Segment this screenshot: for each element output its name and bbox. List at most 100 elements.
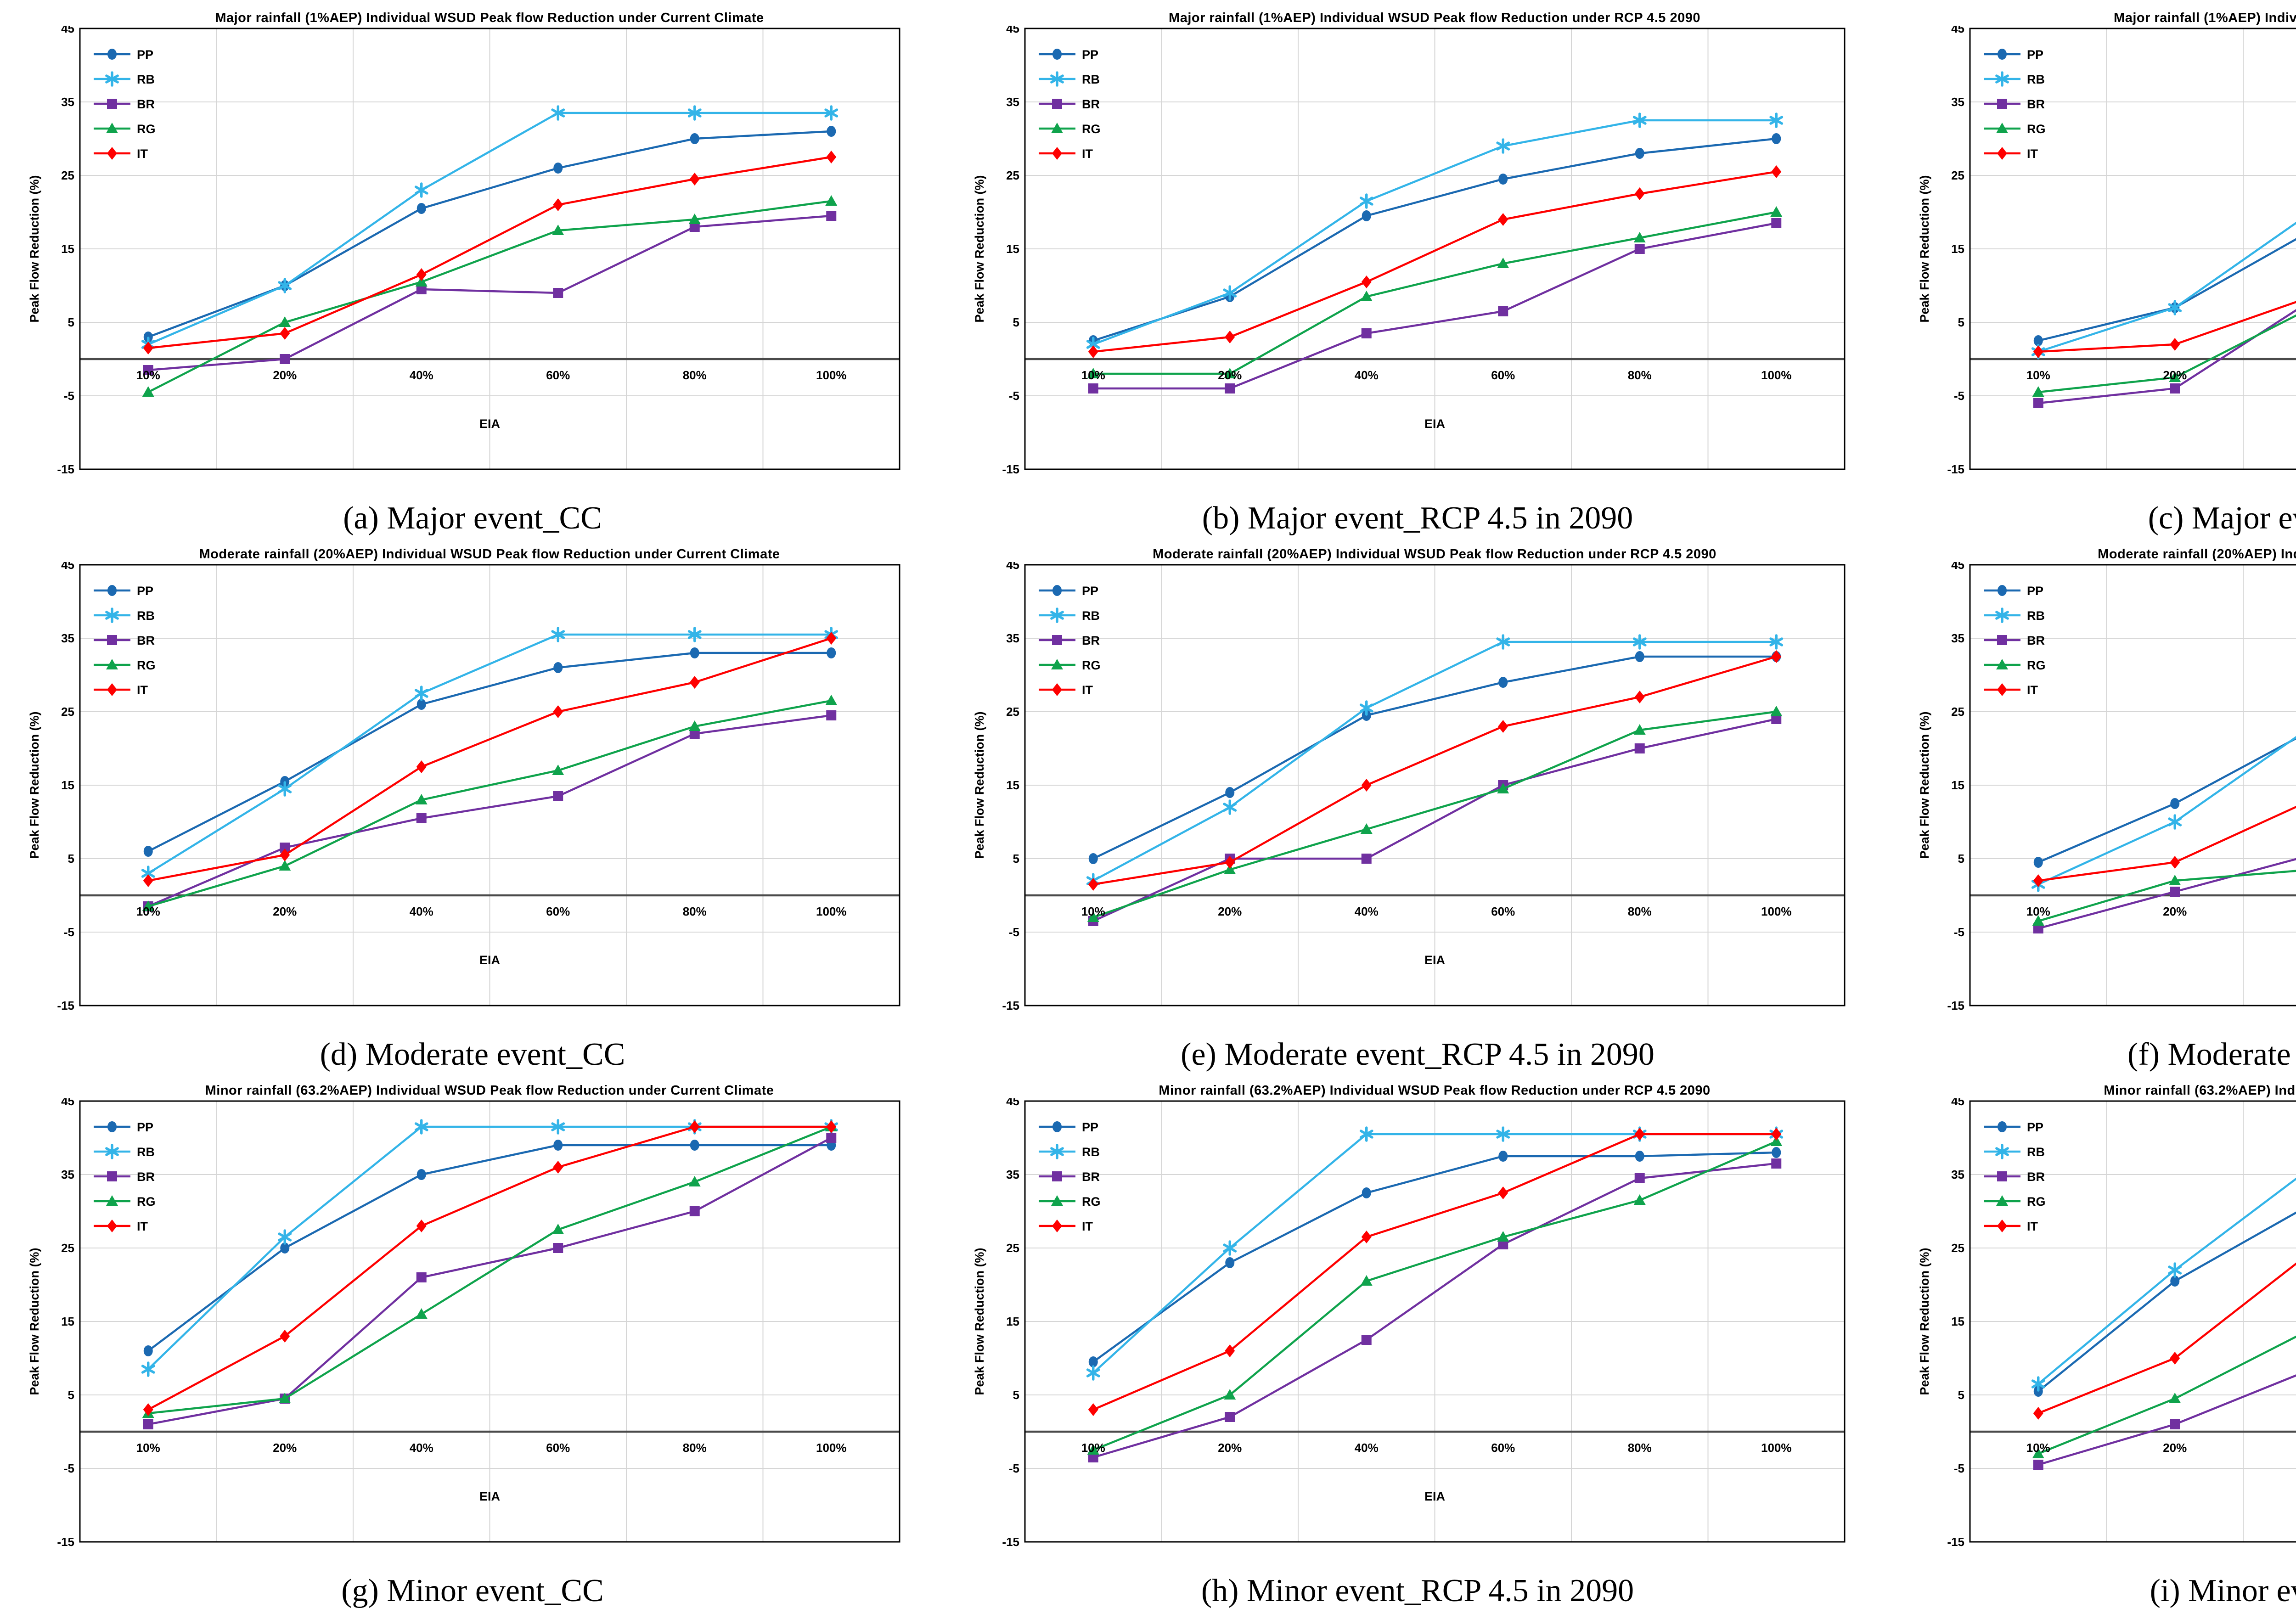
svg-text:PP: PP xyxy=(137,584,153,598)
svg-text:5: 5 xyxy=(1958,1388,1964,1402)
chart-title-e: Moderate rainfall (20%AEP) Individual WS… xyxy=(1153,547,1716,562)
svg-text:10%: 10% xyxy=(136,1441,160,1455)
svg-text:RG: RG xyxy=(2027,658,2046,672)
chart-caption-e: (e) Moderate event_RCP 4.5 in 2090 xyxy=(1181,1037,1654,1072)
svg-text:15: 15 xyxy=(1006,778,1019,792)
svg-text:Peak Flow Reduction (%): Peak Flow Reduction (%) xyxy=(28,175,41,322)
svg-text:15: 15 xyxy=(61,1315,74,1328)
svg-text:-5: -5 xyxy=(64,925,74,939)
svg-text:20%: 20% xyxy=(273,1441,297,1455)
chart-caption-c: (c) Major event_RCP 8.5 in 2090 xyxy=(2148,500,2296,536)
svg-text:35: 35 xyxy=(1006,95,1019,109)
svg-text:EIA: EIA xyxy=(479,1490,500,1503)
svg-text:BR: BR xyxy=(2027,97,2045,111)
svg-text:45: 45 xyxy=(61,26,74,35)
chart-title-i: Minor rainfall (63.2%AEP) Individual WSU… xyxy=(2104,1083,2296,1098)
chart-title-d: Moderate rainfall (20%AEP) Individual WS… xyxy=(199,547,780,562)
svg-text:100%: 100% xyxy=(816,905,847,918)
svg-text:-15: -15 xyxy=(57,1535,74,1549)
svg-text:-5: -5 xyxy=(1954,389,1964,403)
svg-text:PP: PP xyxy=(1082,1120,1098,1134)
svg-text:15: 15 xyxy=(61,242,74,256)
chart-cell-i: Minor rainfall (63.2%AEP) Individual WSU… xyxy=(1890,1079,2296,1615)
svg-text:IT: IT xyxy=(137,683,148,697)
svg-text:60%: 60% xyxy=(546,905,570,918)
chart-cell-f: Moderate rainfall (20%AEP) Individual WS… xyxy=(1890,543,2296,1079)
svg-text:20%: 20% xyxy=(2163,1441,2187,1455)
svg-text:80%: 80% xyxy=(1628,905,1652,918)
svg-text:100%: 100% xyxy=(816,1441,847,1455)
svg-text:100%: 100% xyxy=(1761,905,1792,918)
svg-text:-15: -15 xyxy=(1002,1535,1019,1549)
svg-text:-15: -15 xyxy=(1947,462,1964,476)
svg-text:5: 5 xyxy=(68,852,74,866)
svg-text:45: 45 xyxy=(61,1098,74,1108)
svg-text:45: 45 xyxy=(1951,1098,1964,1108)
svg-text:5: 5 xyxy=(1958,852,1964,866)
svg-text:RG: RG xyxy=(1082,658,1101,672)
svg-text:Peak Flow Reduction (%): Peak Flow Reduction (%) xyxy=(973,175,986,322)
svg-text:10%: 10% xyxy=(136,368,160,382)
svg-text:PP: PP xyxy=(2027,48,2043,62)
svg-text:25: 25 xyxy=(1951,1241,1964,1255)
svg-text:RB: RB xyxy=(137,609,155,623)
svg-text:Peak Flow Reduction (%): Peak Flow Reduction (%) xyxy=(1918,711,1931,859)
svg-text:10%: 10% xyxy=(2026,368,2050,382)
svg-text:Peak Flow Reduction (%): Peak Flow Reduction (%) xyxy=(973,1248,986,1395)
svg-text:20%: 20% xyxy=(2163,368,2187,382)
svg-text:25: 25 xyxy=(61,1241,74,1255)
svg-text:PP: PP xyxy=(1082,48,1098,62)
svg-text:35: 35 xyxy=(1951,1168,1964,1181)
svg-text:10%: 10% xyxy=(136,905,160,918)
svg-text:PP: PP xyxy=(137,48,153,62)
svg-text:10%: 10% xyxy=(2026,905,2050,918)
svg-text:45: 45 xyxy=(1951,562,1964,572)
chart-cell-d: Moderate rainfall (20%AEP) Individual WS… xyxy=(0,543,945,1079)
svg-text:20%: 20% xyxy=(1218,368,1242,382)
svg-text:RG: RG xyxy=(137,122,156,136)
svg-text:35: 35 xyxy=(61,631,74,645)
svg-text:IT: IT xyxy=(2027,147,2038,161)
svg-text:RB: RB xyxy=(2027,1145,2045,1159)
chart-title-a: Major rainfall (1%AEP) Individual WSUD P… xyxy=(215,11,764,25)
chart-caption-b: (b) Major event_RCP 4.5 in 2090 xyxy=(1202,500,1633,536)
svg-text:Peak Flow Reduction (%): Peak Flow Reduction (%) xyxy=(1918,1248,1931,1395)
svg-text:RB: RB xyxy=(137,1145,155,1159)
svg-text:RG: RG xyxy=(1082,1195,1101,1209)
svg-text:Peak Flow Reduction (%): Peak Flow Reduction (%) xyxy=(1918,175,1931,322)
chart-caption-g: (g) Minor event_CC xyxy=(341,1573,604,1608)
svg-text:-5: -5 xyxy=(1009,1462,1019,1475)
svg-text:60%: 60% xyxy=(1491,1441,1515,1455)
chart-title-h: Minor rainfall (63.2%AEP) Individual WSU… xyxy=(1159,1083,1711,1098)
chart-cell-g: Minor rainfall (63.2%AEP) Individual WSU… xyxy=(0,1079,945,1615)
svg-text:100%: 100% xyxy=(1761,1441,1792,1455)
svg-text:PP: PP xyxy=(2027,1120,2043,1134)
svg-text:45: 45 xyxy=(1951,26,1964,35)
svg-text:EIA: EIA xyxy=(1424,953,1445,967)
svg-text:25: 25 xyxy=(1951,705,1964,719)
svg-text:60%: 60% xyxy=(1491,368,1515,382)
chart-cell-h: Minor rainfall (63.2%AEP) Individual WSU… xyxy=(945,1079,1890,1615)
svg-text:-5: -5 xyxy=(64,389,74,403)
svg-text:35: 35 xyxy=(1006,631,1019,645)
svg-text:15: 15 xyxy=(1951,1315,1964,1328)
svg-text:10%: 10% xyxy=(2026,1441,2050,1455)
chart-caption-d: (d) Moderate event_CC xyxy=(320,1037,625,1072)
svg-text:25: 25 xyxy=(61,705,74,719)
svg-text:EIA: EIA xyxy=(1424,417,1445,431)
svg-text:25: 25 xyxy=(1006,1241,1019,1255)
chart-caption-i: (i) Minor event_RCP 8.5 in 2090 xyxy=(2150,1573,2296,1608)
svg-text:RG: RG xyxy=(137,658,156,672)
svg-text:5: 5 xyxy=(68,315,74,329)
chart-canvas-g: 45 35 25 15 5 -5 -15 10% 20% 40% 60% 80% 100% Peak Fl… xyxy=(28,1098,900,1549)
svg-text:-15: -15 xyxy=(57,462,74,476)
svg-text:BR: BR xyxy=(1082,634,1100,647)
svg-text:15: 15 xyxy=(1951,778,1964,792)
svg-text:80%: 80% xyxy=(1628,1441,1652,1455)
svg-text:EIA: EIA xyxy=(1424,1490,1445,1503)
svg-text:40%: 40% xyxy=(1355,368,1379,382)
chart-cell-c: Major rainfall (1%AEP) Individual WSUD P… xyxy=(1890,6,2296,543)
svg-text:-15: -15 xyxy=(1002,462,1019,476)
chart-title-c: Major rainfall (1%AEP) Individual WSUD P… xyxy=(2114,11,2296,25)
svg-text:-5: -5 xyxy=(1954,925,1964,939)
